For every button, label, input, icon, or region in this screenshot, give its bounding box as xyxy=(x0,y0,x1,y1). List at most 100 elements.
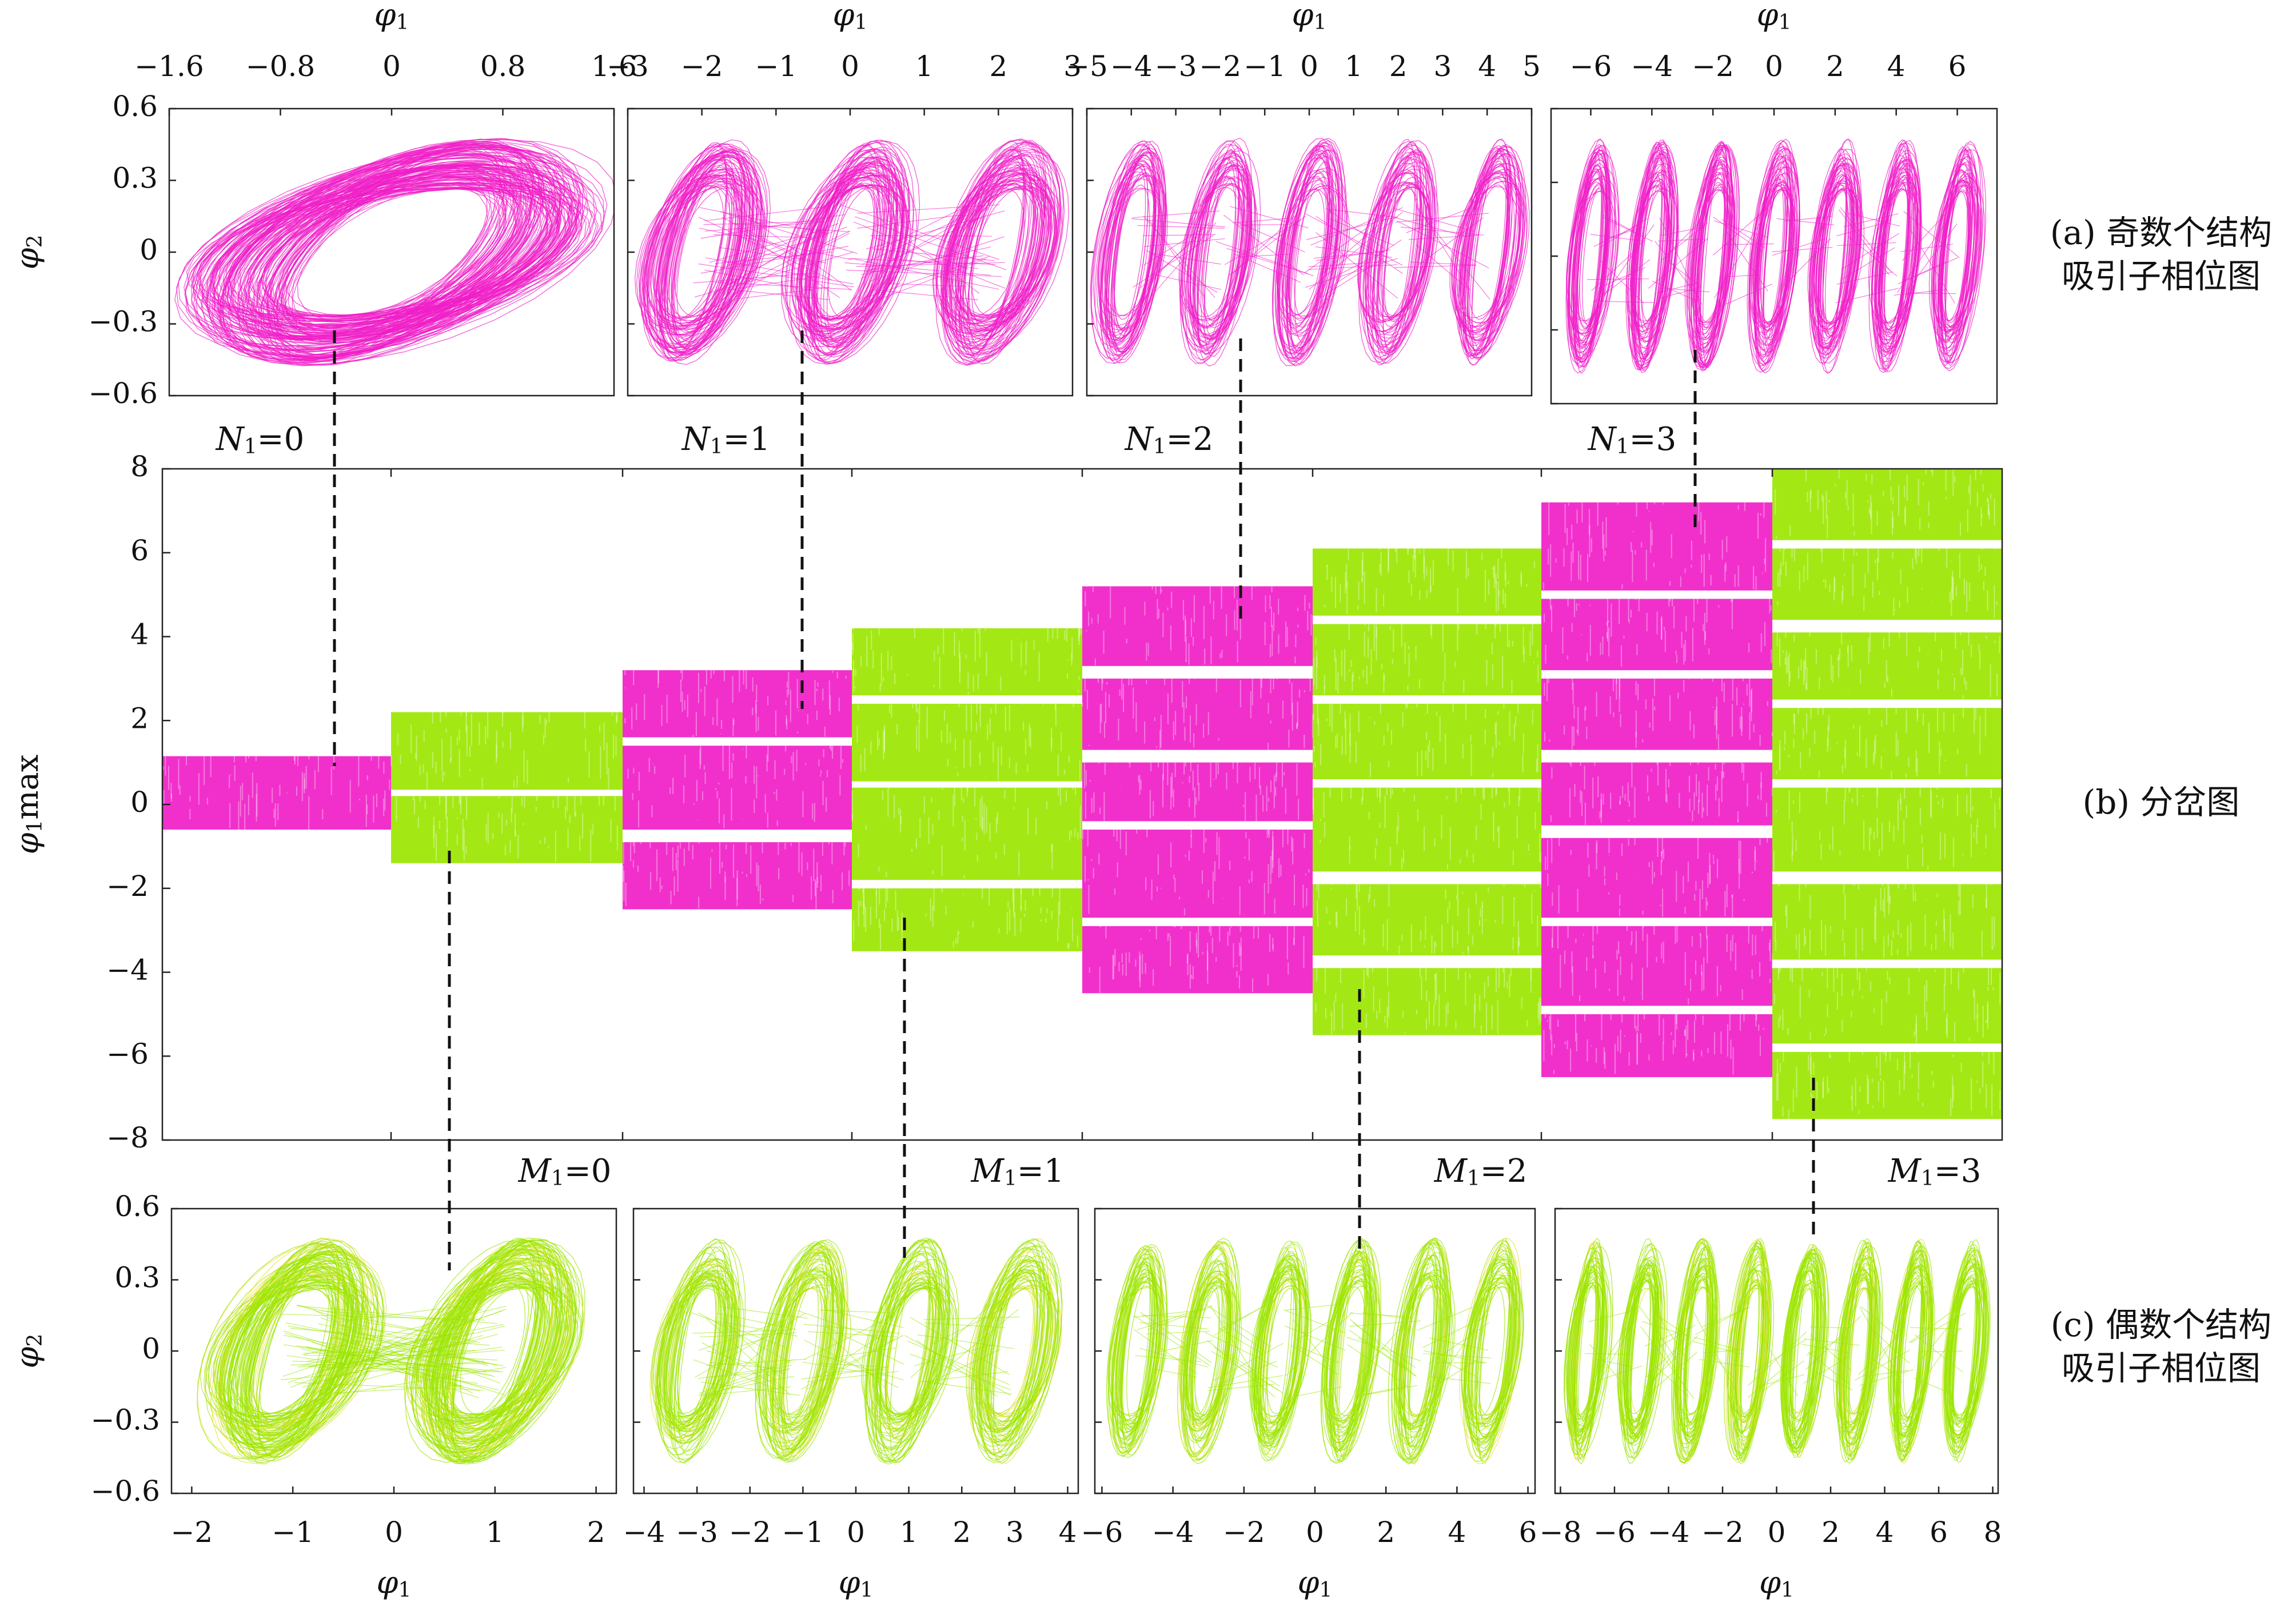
trajectory-transition xyxy=(1294,1386,1342,1397)
trajectory-transition xyxy=(1661,226,1705,236)
trajectory-transition xyxy=(1910,1312,1966,1343)
bifurcation-band xyxy=(1541,502,1772,591)
trajectory-transition xyxy=(807,1371,899,1382)
trajectory-loop xyxy=(879,1246,941,1456)
trajectory-loop xyxy=(213,178,603,326)
trajectory-transition xyxy=(1903,211,1960,258)
trajectory-transition xyxy=(698,263,854,288)
trajectory-transition xyxy=(341,1367,506,1394)
trajectory-loop xyxy=(1809,164,1860,349)
trajectory-loop xyxy=(1868,141,1921,371)
trajectory-loop xyxy=(644,143,750,361)
trajectory-loop xyxy=(1933,176,1983,337)
trajectory-transition xyxy=(820,1309,894,1314)
trajectory-loop xyxy=(1871,189,1922,323)
bottom-panel-2-lobe-0 xyxy=(1106,1244,1169,1458)
trajectory-transition xyxy=(1417,217,1484,266)
trajectory-loop xyxy=(250,1278,341,1424)
trajectory-loop xyxy=(1335,1281,1369,1421)
trajectory-transition xyxy=(1903,257,1958,282)
trajectory-loop xyxy=(766,1245,834,1457)
trajectory-loop xyxy=(1183,1286,1242,1416)
trajectory-transition xyxy=(1840,207,1891,272)
trajectory-loop xyxy=(1943,1244,1985,1458)
trajectory-transition xyxy=(699,1376,794,1395)
bottom-panel-2-transitions xyxy=(1133,1303,1492,1398)
trajectory-transition xyxy=(1207,1375,1283,1389)
trajectory-loop xyxy=(1729,1254,1765,1448)
trajectory-transition xyxy=(1693,1336,1739,1351)
trajectory-transition xyxy=(1207,1384,1275,1391)
trajectory-transition xyxy=(1783,238,1831,286)
trajectory-transition xyxy=(1310,207,1403,246)
trajectory-transition xyxy=(1239,254,1290,257)
trajectory-loop xyxy=(245,1269,333,1433)
trajectory-loop xyxy=(1813,187,1861,325)
trajectory-loop xyxy=(258,143,511,361)
trajectory-loop xyxy=(1190,168,1257,337)
bottom-panel-2-lobe-4 xyxy=(1388,1237,1456,1465)
trajectory-transition xyxy=(302,1305,507,1356)
trajectory-loop xyxy=(1737,1278,1761,1424)
trajectory-loop xyxy=(1112,1244,1167,1458)
top-panel-0-trajectories xyxy=(174,138,614,366)
trajectory-loop xyxy=(1250,1255,1309,1447)
trajectory-loop xyxy=(428,1284,565,1418)
trajectory-loop xyxy=(673,1238,727,1464)
trajectory-loop xyxy=(1685,1273,1709,1429)
bifurcation-band xyxy=(1772,708,2002,779)
trajectory-loop xyxy=(452,1272,557,1430)
trajectory-transition xyxy=(1591,1320,1633,1382)
trajectory-transition xyxy=(824,1309,904,1328)
trajectory-transition xyxy=(1657,282,1700,293)
trajectory-transition xyxy=(1642,1321,1688,1337)
trajectory-loop xyxy=(1574,1282,1598,1420)
trajectory-transition xyxy=(1724,274,1760,277)
trajectory-loop xyxy=(662,158,737,346)
trajectory-loop xyxy=(1330,1279,1374,1423)
trajectory-transition xyxy=(1400,226,1484,236)
trajectory-loop xyxy=(798,174,918,330)
trajectory-transition xyxy=(817,1330,888,1378)
trajectory-loop xyxy=(417,1283,568,1419)
trajectory-transition xyxy=(697,1365,792,1379)
bottom-panel-3-lobe-6 xyxy=(1887,1238,1935,1464)
bifurcation-band xyxy=(1082,762,1313,822)
trajectory-loop xyxy=(772,1253,835,1449)
trajectory-loop xyxy=(1844,1249,1878,1453)
trajectory-transition xyxy=(842,205,1000,260)
trajectory-loop xyxy=(1470,1249,1512,1453)
trajectory-loop xyxy=(1635,148,1675,364)
trajectory-loop xyxy=(757,1270,843,1432)
top-panel-3-transitions xyxy=(1587,207,1960,305)
trajectory-loop xyxy=(452,1242,557,1460)
trajectory-loop xyxy=(990,1238,1052,1464)
x-axis-label: φ1 xyxy=(374,0,409,34)
trajectory-loop xyxy=(884,1279,934,1423)
bottom-panel-2-lobe-3 xyxy=(1320,1238,1382,1464)
bottom-panel-2-trajectories xyxy=(1106,1237,1524,1465)
x-tick-label: 1 xyxy=(1345,50,1363,83)
trajectory-transition xyxy=(735,226,847,266)
trajectory-loop xyxy=(1278,145,1332,360)
bottom-panel-3-lobe-2 xyxy=(1671,1237,1720,1465)
trajectory-loop xyxy=(1698,142,1728,370)
x-tick-label: −0.8 xyxy=(246,50,315,83)
trajectory-loop xyxy=(1938,146,1971,366)
trajectory-transition xyxy=(703,221,822,225)
trajectory-transition xyxy=(1838,209,1890,276)
trajectory-loop xyxy=(206,146,587,358)
trajectory-loop xyxy=(1182,1258,1230,1444)
top-panel-0-lobe-0 xyxy=(174,138,614,366)
trajectory-transition xyxy=(1902,212,1948,261)
trajectory-loop xyxy=(1811,153,1859,359)
trajectory-loop xyxy=(1090,145,1162,360)
trajectory-loop xyxy=(218,184,573,321)
trajectory-transition xyxy=(1328,250,1384,281)
trajectory-transition xyxy=(1305,258,1398,288)
trajectory-loop xyxy=(1194,158,1236,346)
trajectory-transition xyxy=(297,1304,489,1366)
trajectory-loop xyxy=(1619,1264,1660,1438)
trajectory-loop xyxy=(1633,144,1665,368)
trajectory-loop xyxy=(1811,164,1855,348)
